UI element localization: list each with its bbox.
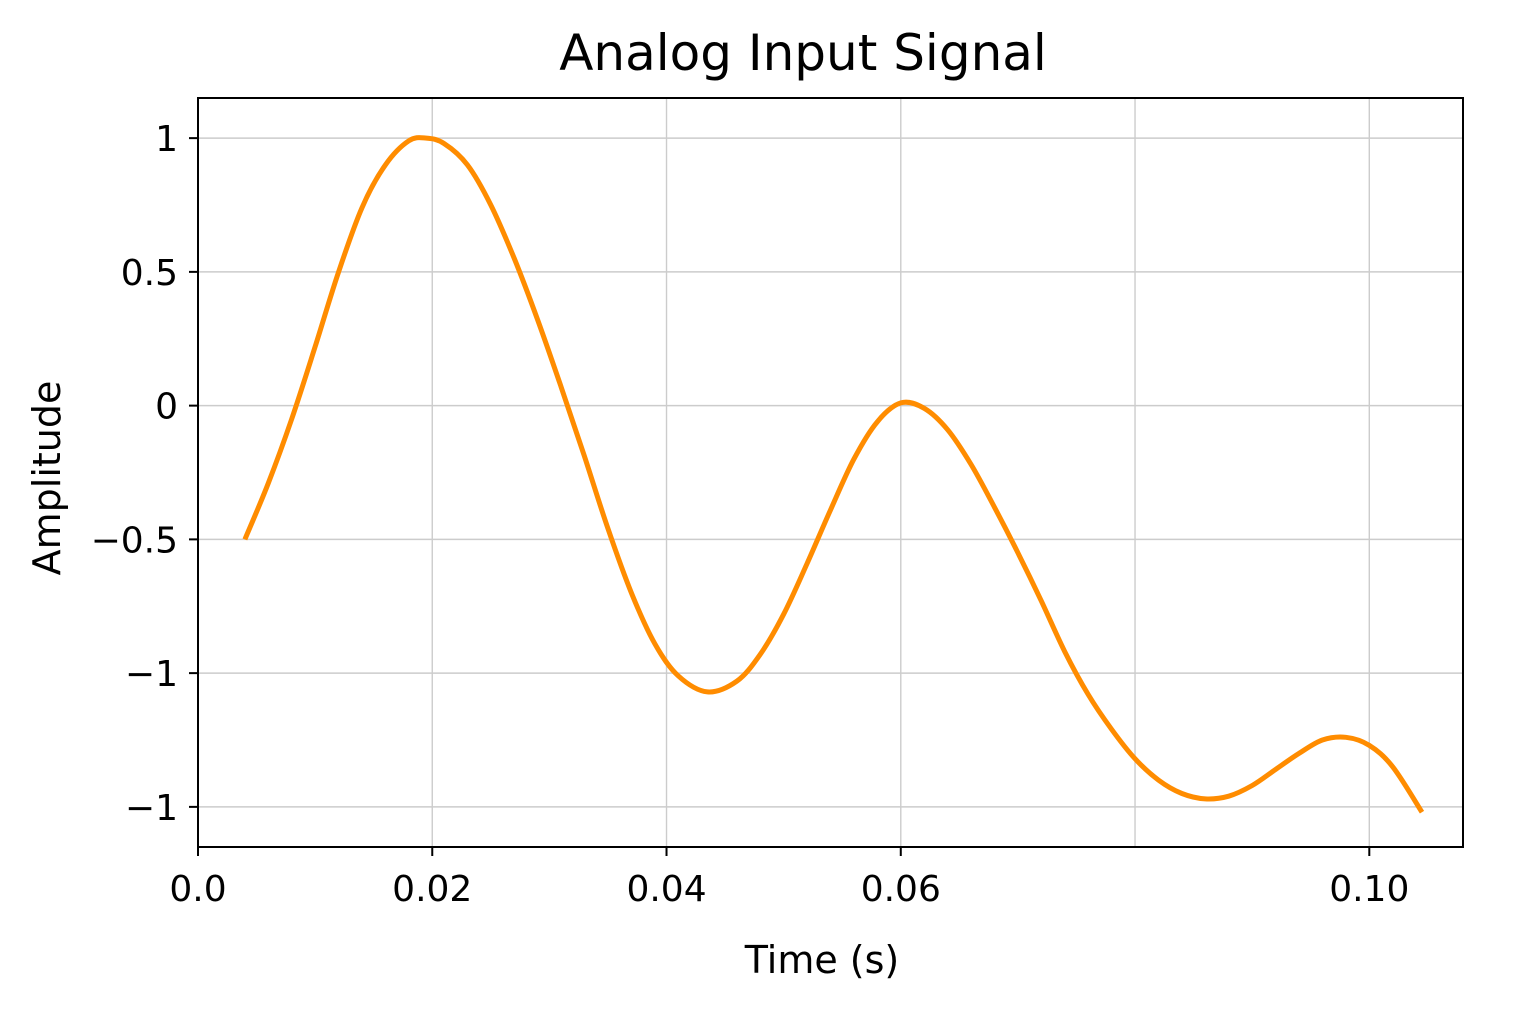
y-tick-label: −1 — [125, 654, 178, 695]
y-tick-label: −1 — [125, 788, 178, 829]
x-tick-label: 0.10 — [1329, 869, 1409, 910]
plot-frame — [197, 97, 1464, 848]
y-tick-label: 0.5 — [121, 253, 178, 294]
grid — [198, 98, 1463, 847]
x-tick-label: 0.0 — [169, 869, 226, 910]
y-tick-label: −0.5 — [91, 520, 178, 561]
chart-title: Analog Input Signal — [559, 24, 1047, 82]
x-tick-label: 0.06 — [861, 869, 941, 910]
y-axis-label: Amplitude — [25, 381, 69, 576]
series-line — [242, 135, 1425, 814]
y-tick-label: 1 — [155, 119, 178, 160]
ticks-layer: 0.0 0.02 0.04 0.06 0.10 1 0.5 0 −0.5 −1 −1 — [91, 119, 1410, 910]
series-layer — [242, 135, 1425, 814]
y-tick-label: 0 — [155, 387, 178, 428]
x-tick-label: 0.04 — [626, 869, 706, 910]
x-tick-label: 0.02 — [392, 869, 472, 910]
x-axis-label: Time (s) — [744, 938, 900, 982]
